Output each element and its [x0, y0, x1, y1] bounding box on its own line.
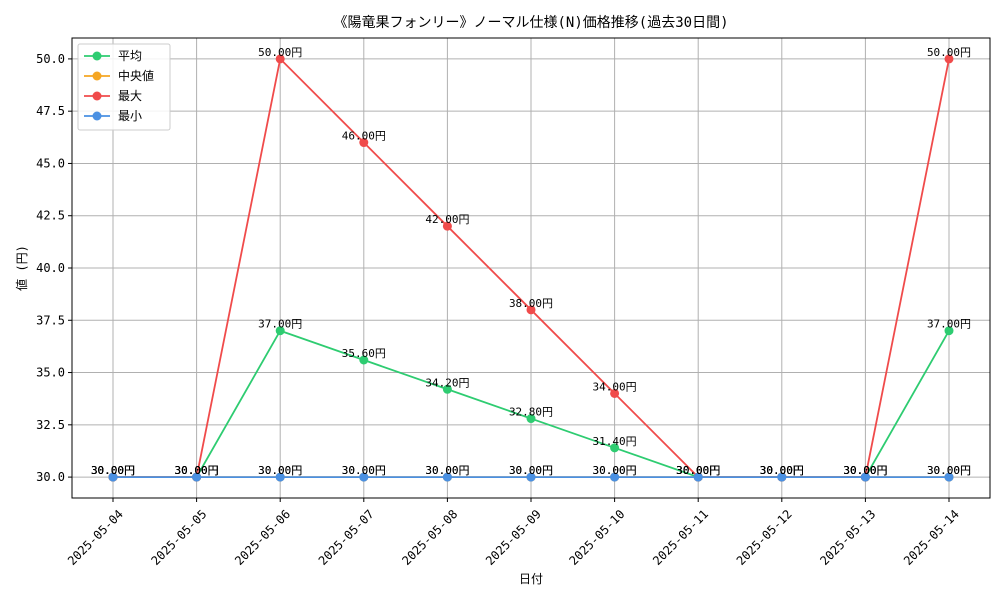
series-point-3: [442, 472, 452, 482]
data-label-3: 30.00円: [593, 464, 637, 477]
series-point-2: [359, 138, 369, 148]
x-axis-title: 日付: [519, 572, 543, 586]
series-point-0: [442, 384, 452, 394]
data-label-0: 30.00円: [175, 464, 219, 477]
data-label-3: 30.00円: [509, 464, 553, 477]
data-labels-layer: 30.00円 30.00円 37.00円 35.60円 34.20円 32.80円 31.4…: [91, 46, 971, 477]
legend-marker: [92, 91, 102, 101]
series-point-3: [192, 472, 202, 482]
data-label-1: 30.00円: [175, 464, 219, 477]
series-point-3: [526, 472, 536, 482]
data-label-1: 30.00円: [927, 464, 971, 477]
data-label-1: 30.00円: [342, 464, 386, 477]
data-label-3: 30.00円: [425, 464, 469, 477]
y-tick-label: 45.0: [36, 156, 65, 170]
legend-label: 平均: [118, 49, 142, 63]
data-label-3: 30.00円: [760, 464, 804, 477]
series-point-0: [275, 326, 285, 336]
data-label-0: 30.00円: [676, 464, 720, 477]
y-tick-label: 32.5: [36, 418, 65, 432]
legend-label: 中央値: [118, 68, 154, 83]
series-point-3: [860, 472, 870, 482]
data-label-2: 42.00円: [425, 213, 469, 226]
y-tick-label: 42.5: [36, 209, 65, 223]
data-label-1: 30.00円: [676, 464, 720, 477]
y-tick-label: 47.5: [36, 104, 65, 118]
data-label-2: 46.00円: [342, 130, 386, 143]
data-label-2: 34.00円: [593, 380, 637, 393]
legend-label: 最小: [118, 109, 142, 123]
data-label-3: 30.00円: [258, 464, 302, 477]
data-label-0: 31.40円: [593, 435, 637, 448]
grid-layer: [72, 38, 990, 498]
series-point-2: [275, 54, 285, 64]
series-layer: [108, 54, 954, 482]
legend-marker: [92, 71, 102, 81]
data-label-0: 30.00円: [843, 464, 887, 477]
data-label-3: 30.00円: [175, 464, 219, 477]
data-label-3: 30.00円: [843, 464, 887, 477]
series-point-3: [610, 472, 620, 482]
data-label-1: 30.00円: [91, 464, 135, 477]
data-label-2: 30.00円: [175, 464, 219, 477]
series-point-3: [275, 472, 285, 482]
data-label-1: 30.00円: [258, 464, 302, 477]
series-point-2: [944, 54, 954, 64]
data-label-3: 30.00円: [91, 464, 135, 477]
y-axis-title: 値 (円): [14, 245, 29, 291]
y-tick-label: 37.5: [36, 313, 65, 327]
legend-marker: [92, 51, 102, 61]
series-point-0: [610, 443, 620, 453]
data-label-1: 30.00円: [593, 464, 637, 477]
chart-title: 《陽竜果フォンリー》ノーマル仕様(N)価格推移(過去30日間): [334, 14, 729, 31]
series-point-0: [526, 414, 536, 424]
series-point-3: [944, 472, 954, 482]
series-point-0: [944, 326, 954, 336]
data-label-0: 30.00円: [760, 464, 804, 477]
y-tick-label: 50.0: [36, 52, 65, 66]
data-label-0: 30.00円: [91, 464, 135, 477]
series-point-3: [777, 472, 787, 482]
data-label-1: 30.00円: [509, 464, 553, 477]
legend-label: 最大: [118, 89, 142, 103]
data-label-2: 30.00円: [760, 464, 804, 477]
data-label-2: 50.00円: [927, 46, 971, 59]
legend-box: [77, 43, 171, 131]
series-point-2: [442, 221, 452, 231]
data-label-0: 34.20円: [425, 376, 469, 389]
y-tick-label: 40.0: [36, 261, 65, 275]
series-point-2: [610, 388, 620, 398]
data-label-3: 30.00円: [676, 464, 720, 477]
data-label-1: 30.00円: [760, 464, 804, 477]
data-label-0: 35.60円: [342, 347, 386, 360]
data-label-2: 30.00円: [91, 464, 135, 477]
data-label-3: 30.00円: [927, 464, 971, 477]
data-label-3: 30.00円: [342, 464, 386, 477]
data-label-2: 50.00円: [258, 46, 302, 59]
y-tick-label: 35.0: [36, 366, 65, 380]
data-label-1: 30.00円: [425, 464, 469, 477]
series-point-3: [359, 472, 369, 482]
data-label-0: 37.00円: [927, 318, 971, 331]
series-point-0: [359, 355, 369, 365]
series-point-3: [108, 472, 118, 482]
data-label-2: 30.00円: [843, 464, 887, 477]
data-label-0: 32.80円: [509, 406, 553, 419]
data-label-0: 37.00円: [258, 318, 302, 331]
series-point-2: [526, 305, 536, 315]
y-tick-label: 30.0: [36, 470, 65, 484]
data-label-2: 38.00円: [509, 297, 553, 310]
data-label-2: 30.00円: [676, 464, 720, 477]
series-point-3: [693, 472, 703, 482]
data-label-1: 30.00円: [843, 464, 887, 477]
legend-marker: [92, 111, 102, 121]
